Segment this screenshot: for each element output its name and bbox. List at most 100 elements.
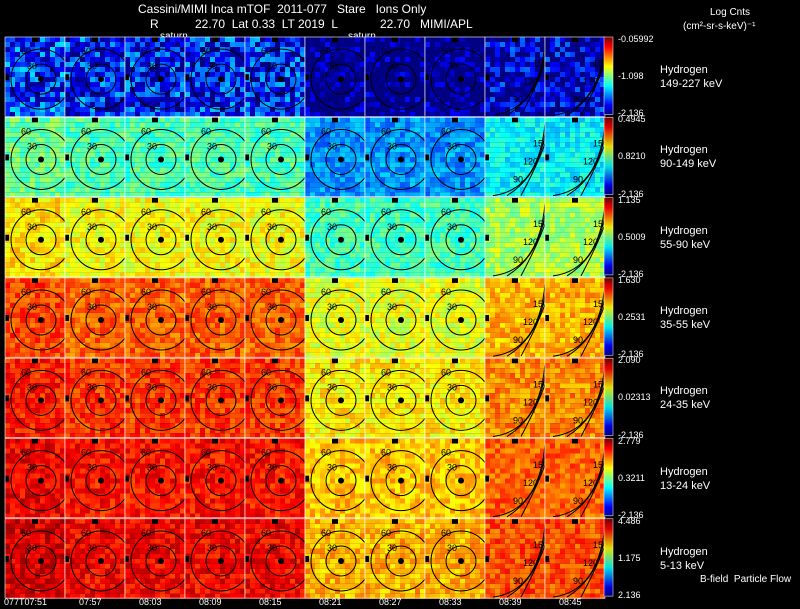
svg-text:60: 60 [81,46,91,56]
colorbar-min: -2.136 [618,349,644,360]
svg-text:60: 60 [201,126,211,136]
time-label: 08:39 [499,597,522,607]
svg-text:30: 30 [27,141,37,151]
panel-image [485,518,545,599]
panel-image [545,518,605,599]
panel-image [365,438,425,519]
species-label: Hydrogen [660,385,708,398]
panel-image [365,117,425,198]
time-label: 08:03 [139,597,162,607]
svg-text:60: 60 [201,46,211,56]
svg-text:30: 30 [87,222,97,232]
panel-image [545,438,605,519]
header-line2-left: R [150,17,159,31]
colorbar-mid: 0.02313 [618,392,651,403]
panel-image [305,438,365,519]
svg-text:60: 60 [21,207,31,217]
panel-image [485,37,545,117]
energy-label: 24-35 keV [660,399,711,412]
panel-image [65,438,125,519]
colorbar-max: -0.05992 [618,34,654,44]
panel-image [185,277,245,358]
svg-text:30: 30 [327,141,337,151]
panel-image [65,197,125,278]
panel-image [365,37,425,117]
units-title: Log Cnts [710,7,751,18]
colorbar-min: -2.136 [618,509,644,520]
svg-text:120: 120 [523,157,538,167]
panel-image [65,518,125,599]
panel-image [305,277,365,358]
svg-text:30: 30 [27,222,37,232]
svg-text:60: 60 [381,126,391,136]
colorbar-mid: 0.5009 [618,231,646,242]
colorbar-max: 1.135 [618,194,641,205]
colorbar-min: -2.136 [618,429,644,440]
species-label: Hydrogen [660,144,708,157]
panel-image [305,197,365,278]
svg-text:30: 30 [147,222,157,232]
svg-text:30: 30 [207,61,217,71]
colorbar-max: 0.4945 [618,114,646,125]
colorbar-mid: -1.098 [618,71,644,82]
header-line2-right: 22.70 MIMI/APL [380,17,473,31]
time-label: 08:45 [559,597,582,607]
panel-image [185,37,245,117]
svg-text:150: 150 [533,139,548,149]
energy-label: 35-55 keV [660,318,711,331]
svg-text:30: 30 [387,141,397,151]
colorbar [603,117,614,196]
colorbar-max: 2.779 [618,435,641,446]
svg-text:60: 60 [141,46,151,56]
species-label: Hydrogen [660,304,708,317]
svg-text:60: 60 [141,126,151,136]
panel-image [485,117,545,198]
colorbar [603,357,614,437]
footer-label: B-field Particle Flow [700,574,792,585]
colorbar-max: 4.486 [618,515,641,526]
panel-image [485,197,545,278]
svg-text:30: 30 [207,141,217,151]
panel-image [65,117,125,198]
energy-label: 55-90 keV [660,238,711,251]
colorbar [603,277,614,356]
colorbar-mid: 0.8210 [618,151,646,162]
panel-image [305,117,365,198]
panel-image [5,117,65,198]
header-line1: Cassini/MIMI Inca mTOF 2011-077 Stare Io… [138,2,427,16]
time-label: 08:15 [259,597,282,607]
svg-text:60: 60 [141,207,151,217]
colorbar-max: 2.090 [618,355,641,366]
saturn-label-1: saturn [160,31,188,42]
svg-text:60: 60 [321,126,331,136]
colorbar-min: 2.136 [618,590,641,601]
header-line2-mid: 22.70 Lat 0.33 LT 2019 L [195,17,339,31]
svg-text:120: 120 [523,76,538,86]
svg-text:90: 90 [573,94,583,104]
colorbar [603,197,614,276]
panel-image [245,277,305,358]
panel-image [545,37,605,117]
time-label: 08:33 [439,597,462,607]
panel-image [365,518,425,599]
panel-image [185,518,245,599]
energy-label: 149-227 keV [660,78,723,90]
panel-image [5,358,65,439]
svg-text:30: 30 [87,141,97,151]
panel-image [245,197,305,278]
svg-text:150: 150 [593,58,608,68]
time-label: 08:27 [379,597,402,607]
